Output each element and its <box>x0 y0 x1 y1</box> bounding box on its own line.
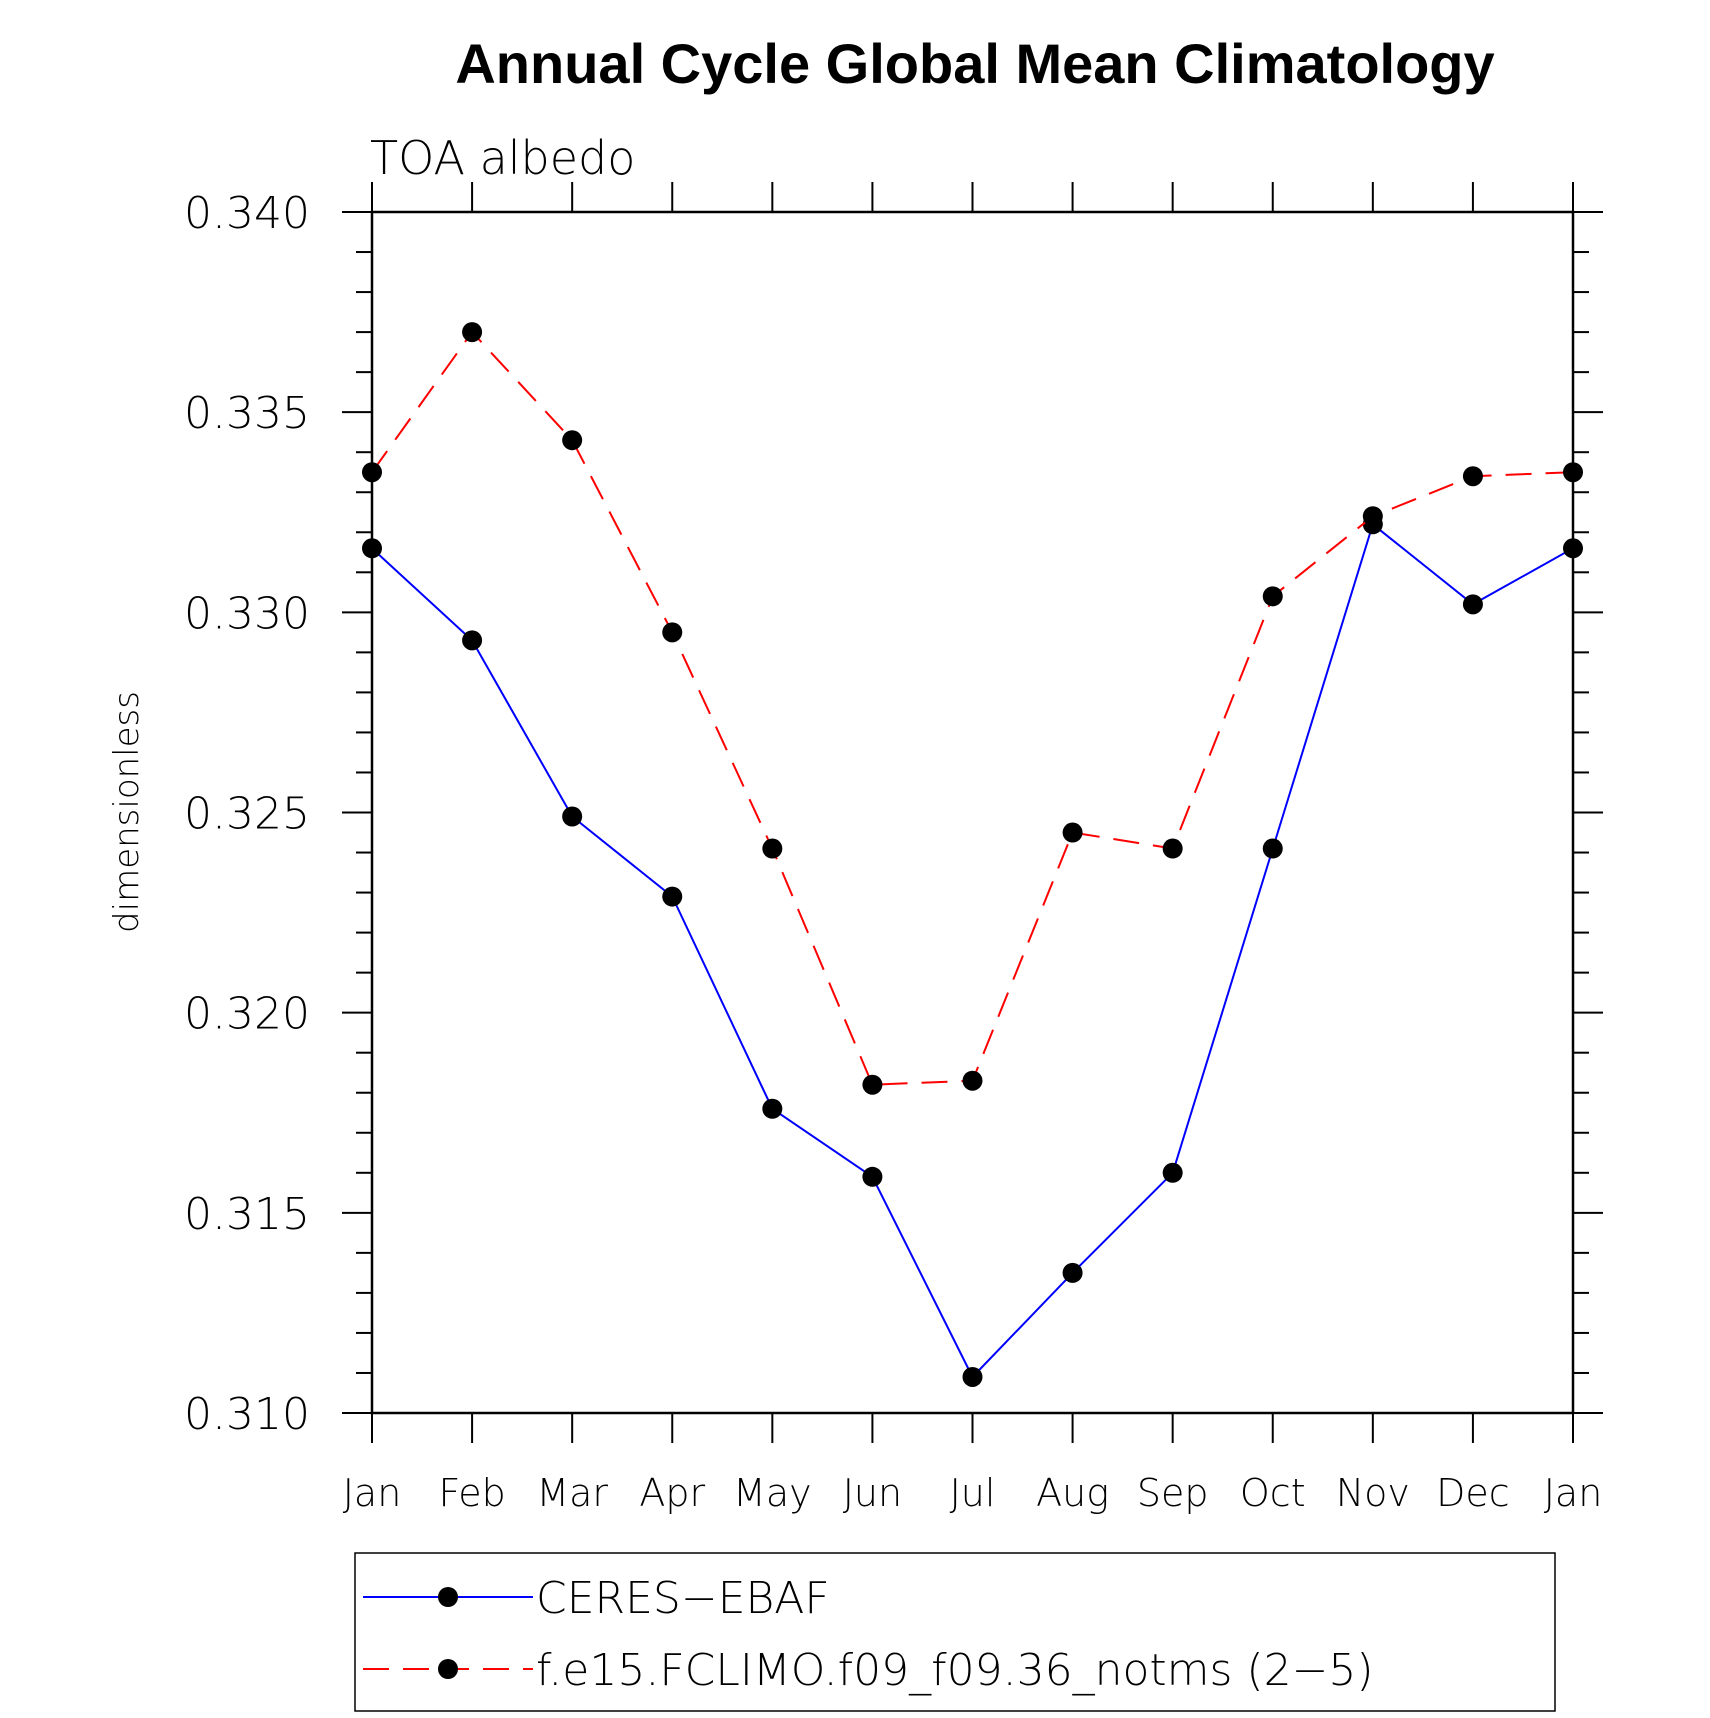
y-tick-label: 0.340 <box>184 188 310 239</box>
data-point <box>362 538 382 559</box>
legend-box <box>354 1552 1556 1712</box>
data-point <box>862 1166 883 1187</box>
data-point <box>662 622 683 643</box>
data-point <box>962 1070 983 1091</box>
legend-marker-ceres <box>438 1587 458 1607</box>
data-point <box>462 322 483 343</box>
x-tick-label: Jul <box>950 1471 996 1515</box>
y-tick-label: 0.315 <box>184 1189 310 1240</box>
y-tick-label: 0.335 <box>184 388 310 439</box>
x-tick-label: Aug <box>1036 1471 1109 1515</box>
series-line-1 <box>371 330 1574 1086</box>
data-point <box>862 1074 883 1095</box>
data-point <box>462 630 483 651</box>
x-tick-labels: Jan Feb Mar Apr May Jun Jul Aug Sep Oct Nov Dec Jan <box>343 1471 1603 1515</box>
data-point <box>762 838 783 859</box>
y-axis-label: dimensionless <box>107 691 147 933</box>
x-tick-label: Oct <box>1240 1471 1306 1515</box>
data-point <box>662 886 683 907</box>
data-point <box>1062 822 1083 843</box>
series-layer <box>362 322 1583 1387</box>
x-tick-label: May <box>733 1471 812 1515</box>
data-point <box>1563 538 1583 559</box>
legend-label-model: f.e15.FCLIMO.f09_f09.36_notms (2−5) <box>536 1645 1374 1696</box>
data-point <box>562 430 583 451</box>
y-tick-label: 0.330 <box>184 588 310 639</box>
data-point <box>1162 838 1183 859</box>
data-point <box>1162 1162 1183 1183</box>
x-tick-label: Dec <box>1436 1471 1510 1515</box>
x-tick-label: Jan <box>1544 1471 1603 1515</box>
plot-frame <box>370 210 1575 1415</box>
axis-ticks <box>342 182 1603 1443</box>
legend-label-ceres: CERES−EBAF <box>536 1573 830 1624</box>
data-point <box>1462 466 1483 487</box>
y-tick-label: 0.320 <box>184 989 310 1040</box>
y-tick-labels: 0.310 0.315 0.320 0.325 0.330 0.335 0.340 <box>184 188 310 1440</box>
legend-marker-model <box>438 1659 458 1679</box>
data-point <box>762 1098 783 1119</box>
x-tick-label: Nov <box>1336 1471 1410 1515</box>
data-point <box>1362 506 1383 527</box>
x-tick-label: Apr <box>639 1471 705 1515</box>
data-point <box>1563 462 1583 483</box>
data-point <box>962 1366 983 1387</box>
data-point <box>1062 1262 1083 1283</box>
y-tick-label: 0.310 <box>184 1389 310 1440</box>
x-tick-label: Mar <box>536 1471 608 1515</box>
x-tick-label: Jan <box>343 1471 402 1515</box>
x-tick-label: Sep <box>1137 1471 1209 1515</box>
y-tick-label: 0.325 <box>184 789 310 840</box>
x-tick-label: Jun <box>843 1471 902 1515</box>
data-point <box>562 806 583 827</box>
chart-title: Annual Cycle Global Mean Climatology <box>455 32 1494 95</box>
data-point <box>1462 594 1483 615</box>
data-point <box>362 462 382 483</box>
x-tick-label: Feb <box>438 1471 505 1515</box>
data-point <box>1262 838 1283 859</box>
legend: CERES−EBAF f.e15.FCLIMO.f09_f09.36_notms… <box>354 1552 1556 1712</box>
data-point <box>1262 586 1283 607</box>
series-line-0 <box>371 522 1574 1379</box>
chart-subtitle: TOA albedo <box>370 131 635 185</box>
